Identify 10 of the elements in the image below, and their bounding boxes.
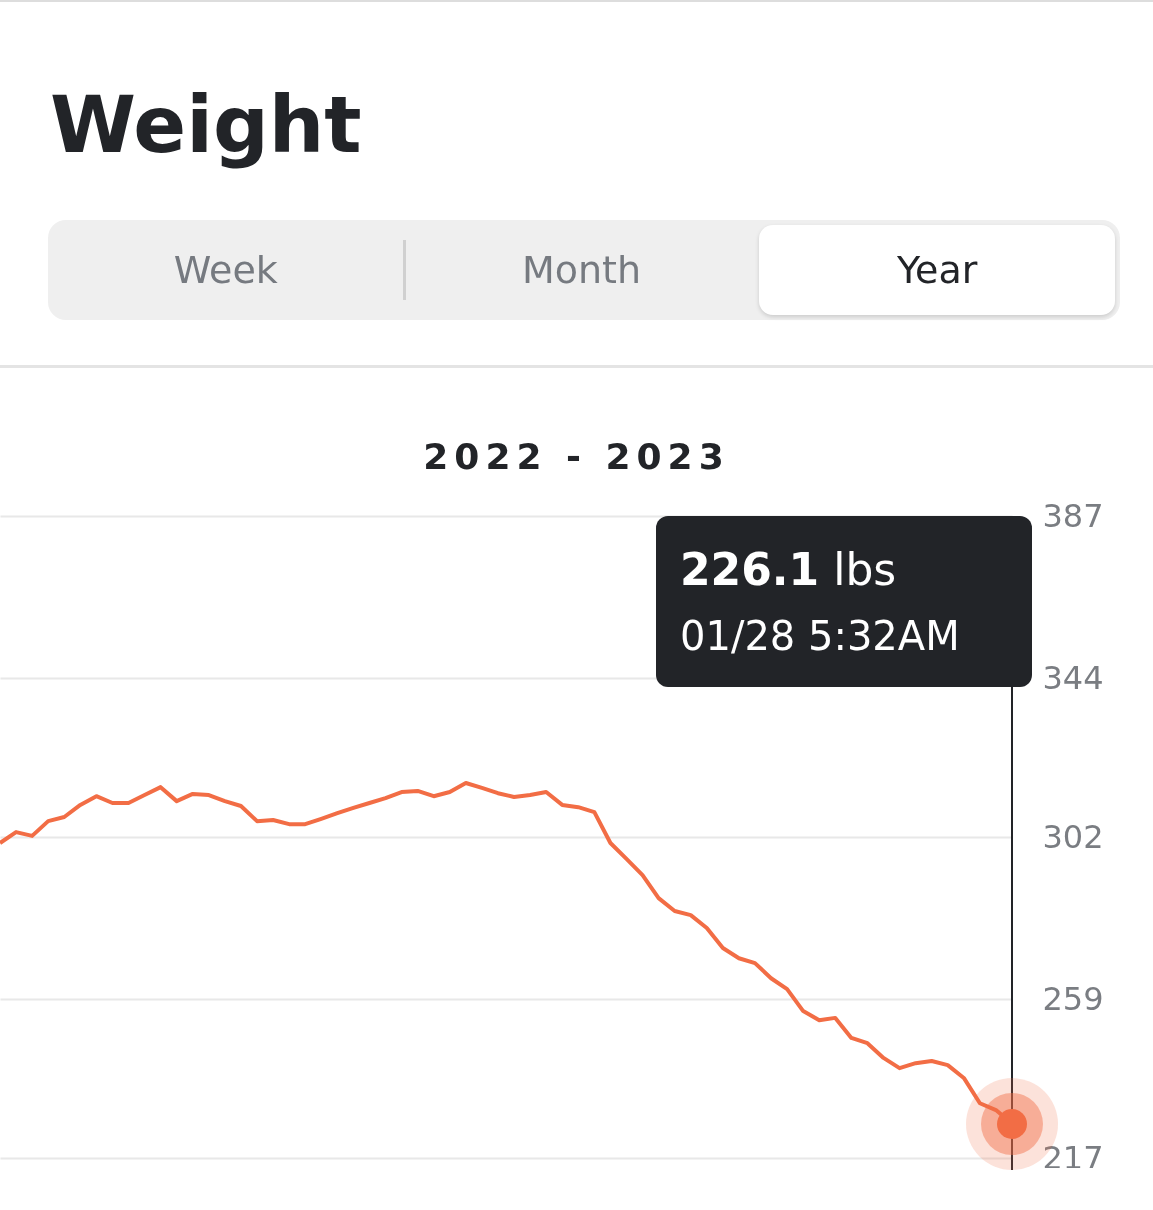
y-tick-label: 344 bbox=[1042, 658, 1104, 697]
y-tick-label: 217 bbox=[1042, 1138, 1104, 1177]
chart-subtitle: 2022 - 2023 bbox=[422, 436, 731, 479]
period-selector: Week Month Year bbox=[48, 220, 1120, 320]
chart-title: Weight bbox=[49, 79, 363, 172]
annotation: 01/28 5:32AM bbox=[680, 613, 961, 659]
y-tick-label: 302 bbox=[1042, 817, 1104, 856]
annotation: 226.1 lbs bbox=[680, 544, 898, 595]
y-tick-label: 259 bbox=[1042, 979, 1104, 1018]
y-tick-label: 387 bbox=[1042, 496, 1104, 535]
